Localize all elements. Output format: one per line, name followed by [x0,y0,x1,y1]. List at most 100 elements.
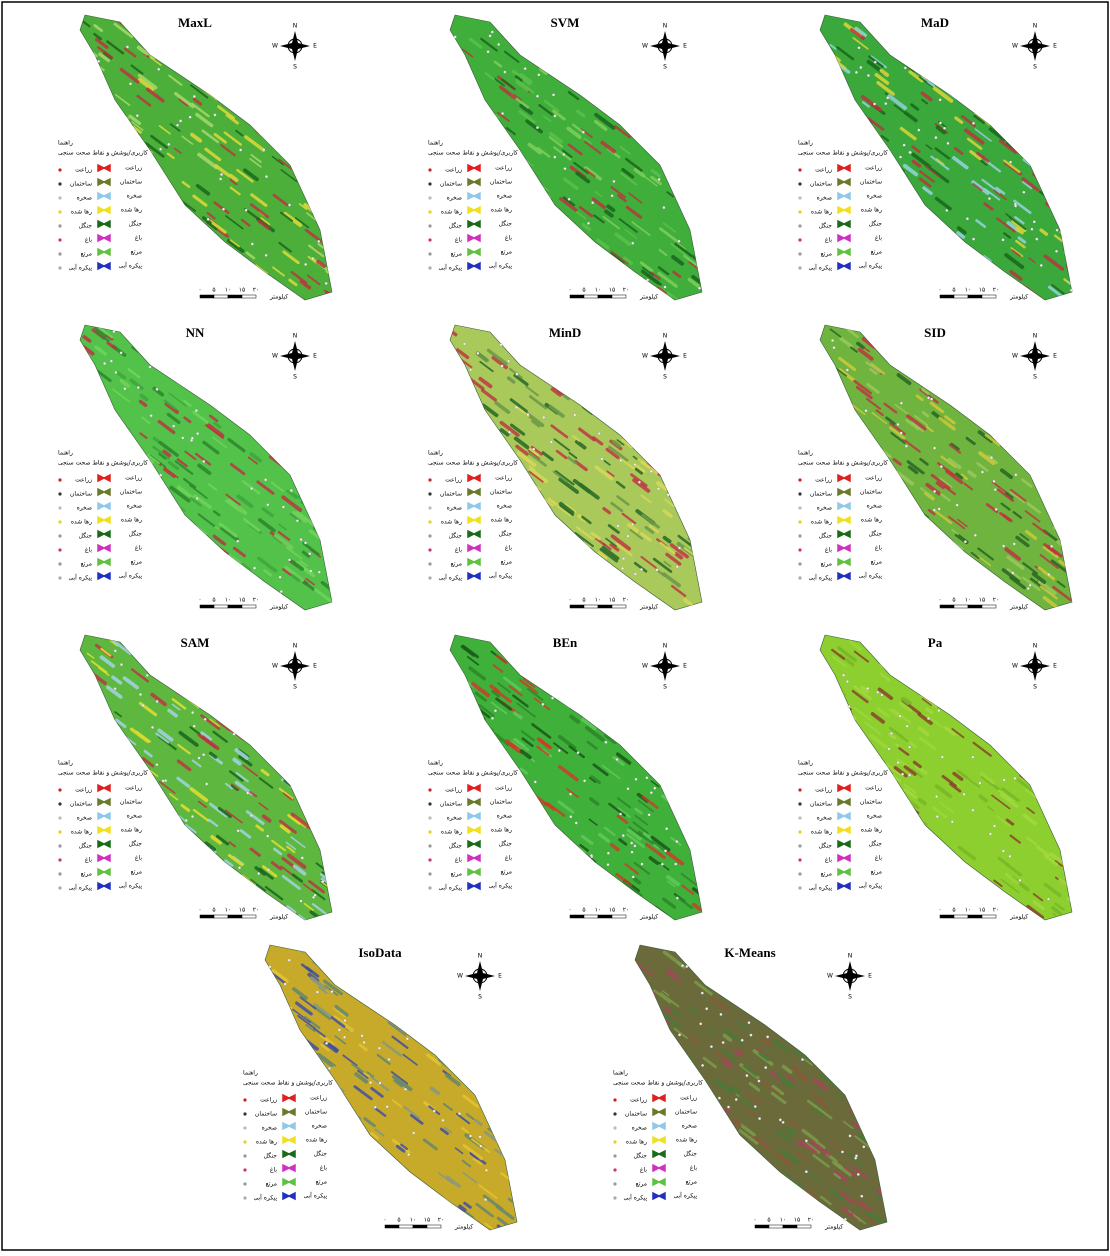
compass-e: E [313,353,317,360]
sample-point [564,167,567,170]
sample-point [550,441,553,444]
sample-point [888,748,891,751]
sample-point [538,73,541,76]
class-label: جنگل [499,220,513,228]
sample-point [205,783,208,786]
point-symbol [428,224,431,227]
sample-point [113,330,116,333]
sample-point [162,780,165,783]
compass-e: E [1053,353,1057,360]
class-label: رها شده [121,517,142,524]
compass-s: S [663,374,667,381]
point-label: ساختمان [810,801,832,808]
sample-point [458,1112,461,1115]
sample-point [676,897,679,900]
sample-point [142,704,145,707]
sample-point [930,398,933,401]
sample-point [667,494,670,497]
scale-segment [584,295,598,298]
class-label: پیکره آبی [859,881,883,890]
point-symbol [613,1196,616,1199]
sample-point [120,351,123,354]
class-label: رها شده [861,827,882,834]
sample-point [758,1117,761,1120]
sample-point [927,397,930,400]
point-label: رها شده [441,829,462,836]
sample-point [290,489,293,492]
class-label: باغ [505,545,512,552]
point-symbol [428,886,431,889]
sample-point [613,180,616,183]
compass-n: N [1033,333,1038,340]
point-label: ساختمان [440,491,462,498]
point-symbol [58,548,61,551]
sample-point [1015,474,1018,477]
scale-label: ۱۵ [239,287,245,294]
sample-point [237,830,240,833]
scale-segment [228,295,242,298]
scale-segment [598,605,612,608]
sample-point [903,144,906,147]
point-label: رها شده [811,209,832,216]
scale-segment [982,915,996,918]
point-label: زراعت [445,477,462,484]
sample-point [325,1042,328,1045]
scale-segment [413,1225,427,1228]
panel-title: MaD [921,15,949,30]
sample-point [750,1034,753,1037]
sample-point [491,31,494,34]
sample-point [543,416,546,419]
sample-point [343,1036,346,1039]
sample-point [265,175,268,178]
class-label: رها شده [306,1137,327,1144]
sample-point [981,471,984,474]
point-label: جنگل [449,222,463,230]
sample-point [884,102,887,105]
point-label: رها شده [71,209,92,216]
sample-point [454,36,457,39]
sample-point [202,460,205,463]
scale-unit: کیلومتر [1009,294,1028,301]
sample-point [890,732,893,735]
sample-point [1056,229,1059,232]
sample-point [239,149,242,152]
sample-point [250,487,253,490]
point-label: باغ [85,547,92,554]
point-symbol [428,562,431,565]
sample-point [504,71,507,74]
legend-subtitle: کاربری/پوشش و نقاط صحت سنجی [428,150,518,157]
scale-label: ۱۰ [225,907,231,914]
point-label: رها شده [811,829,832,836]
sample-point [1070,289,1073,292]
scale-segment [940,605,954,608]
scale-label: ۱۰ [410,1217,416,1224]
scale-unit: کیلومتر [269,604,288,611]
point-symbol [798,886,801,889]
sample-point [494,709,497,712]
sample-point [280,590,283,593]
sample-point [325,282,328,285]
class-label: مرتع [871,559,882,566]
sample-point [103,362,106,365]
scale-segment [954,295,968,298]
sample-point [485,1169,488,1172]
scale-segment [200,295,214,298]
legend-subtitle: کاربری/پوشش و نقاط صحت سنجی [58,460,148,467]
compass-n: N [663,643,668,650]
sample-point [621,567,624,570]
class-label: باغ [875,545,882,552]
scale-label: ۲۰ [993,597,999,604]
scale-segment [940,915,954,918]
sample-point [676,565,679,568]
panel-title: SAM [181,635,210,650]
point-label: پیکره آبی [69,573,93,582]
sample-point [1047,573,1050,576]
point-label: باغ [640,1167,647,1174]
scale-label: ۱۵ [609,597,615,604]
scale-label: ۲۰ [438,1217,444,1224]
class-label: صخره [497,503,512,510]
sample-point [562,153,565,156]
point-label: مرتع [451,251,462,258]
legend-title: راهنما [798,140,813,147]
sample-point [866,687,869,690]
